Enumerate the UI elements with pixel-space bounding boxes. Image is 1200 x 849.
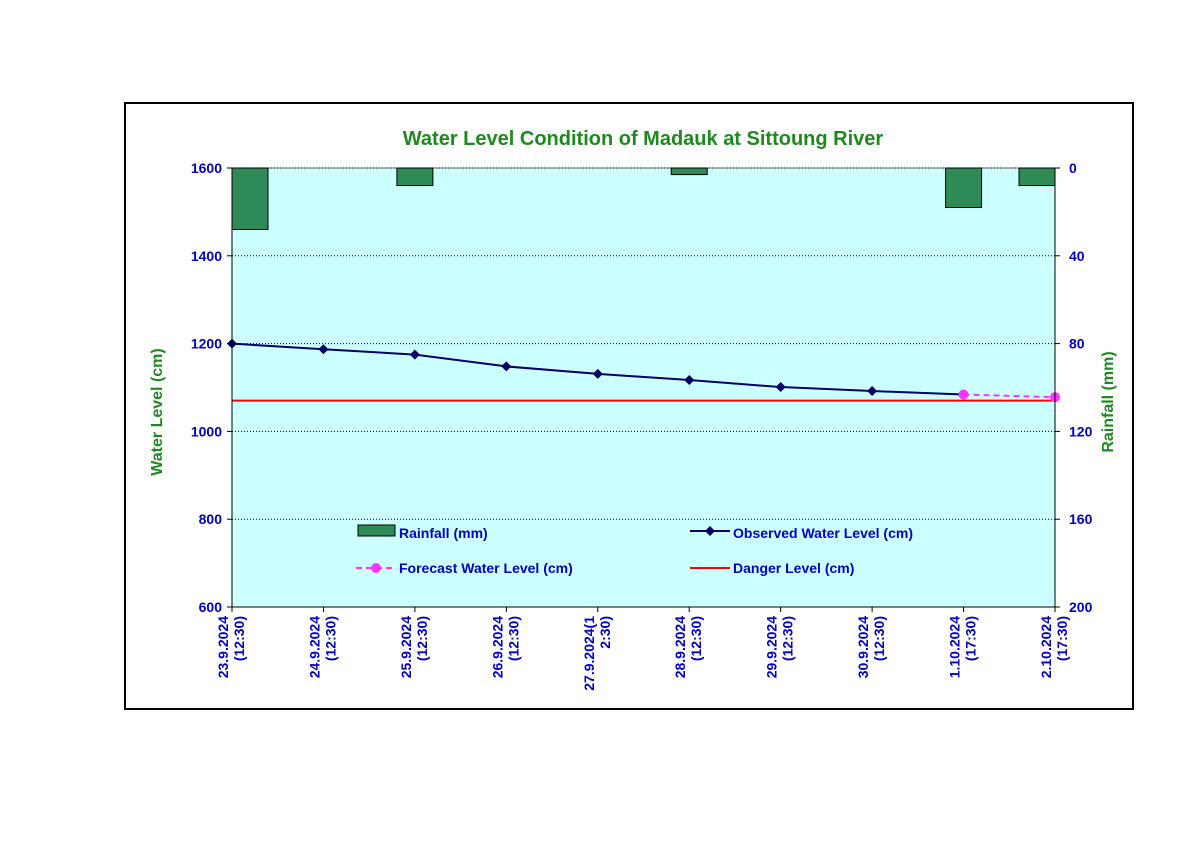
x-tick-label-line1: 28.9.2024 xyxy=(672,616,688,678)
legend-forecast-marker xyxy=(371,563,381,573)
y-tick-label: 800 xyxy=(199,511,223,527)
x-tick-label-line1: 2.10.2024 xyxy=(1038,616,1054,678)
y2-tick-label: 40 xyxy=(1069,248,1085,264)
x-tick-label: 23.9.2024 (12:30) xyxy=(215,616,247,678)
x-tick-label-line1: 29.9.2024 xyxy=(764,616,780,678)
observed-point xyxy=(501,361,512,372)
y-axis-label: Water Level (cm) xyxy=(149,348,166,475)
y2-tick-label: 80 xyxy=(1069,336,1085,352)
x-tick-label-line1: 30.9.2024 xyxy=(855,616,871,678)
x-tick-label-line1: 1.10.2024 xyxy=(947,616,963,678)
x-axis-ticks: 23.9.2024 (12:30) 24.9.2024 (12:30) 25.9.202… xyxy=(215,607,1070,691)
legend-forecast-label: Forecast Water Level (cm) xyxy=(399,560,573,576)
x-tick-label-line2: (12:30) xyxy=(414,616,430,661)
x-tick-label: 28.9.2024 (12:30) xyxy=(672,616,704,678)
gridlines xyxy=(232,167,1055,520)
legend: Rainfall (mm) Observed Water Level (cm) … xyxy=(356,524,913,576)
y2-tick-label: 200 xyxy=(1069,599,1093,615)
y2-tick-label: 120 xyxy=(1069,423,1093,439)
x-tick-label-line2: (12:30) xyxy=(688,616,704,661)
observed-point xyxy=(409,349,420,360)
y2-axis-label: Rainfall (mm) xyxy=(1100,351,1117,452)
y-tick-label: 1400 xyxy=(191,248,222,264)
y-tick-label: 600 xyxy=(199,599,223,615)
legend-observed-label: Observed Water Level (cm) xyxy=(733,525,913,541)
observed-point xyxy=(775,382,786,393)
legend-observed-marker xyxy=(705,526,715,536)
legend-rainfall-label: Rainfall (mm) xyxy=(399,525,488,541)
chart-title: Water Level Condition of Madauk at Sitto… xyxy=(403,128,884,150)
x-tick-label-line2: (12:30) xyxy=(780,616,796,661)
x-tick-label: 24.9.2024 (12:30) xyxy=(306,616,338,678)
rainfall-bars xyxy=(231,167,1056,230)
x-tick-label: 25.9.2024 (12:30) xyxy=(398,616,430,678)
left-axis-ticks: 600 800 1000 1200 1400 1600 xyxy=(191,160,232,615)
plot-area xyxy=(231,167,1056,608)
x-tick-label: 30.9.2024 (12:30) xyxy=(855,616,887,678)
x-tick-label-line1: 27.9.2024(1 xyxy=(581,616,597,691)
right-axis-ticks: 0 40 80 120 160 200 xyxy=(1055,160,1093,615)
x-tick-label: 26.9.2024 (12:30) xyxy=(489,616,521,678)
forecast-point xyxy=(958,389,969,400)
y-tick-label: 1000 xyxy=(191,423,222,439)
observed-point xyxy=(318,344,329,355)
observed-point xyxy=(592,368,603,379)
x-tick-label-line2: (17:30) xyxy=(1054,616,1070,661)
legend-rainfall-swatch xyxy=(357,524,396,537)
observed-point xyxy=(684,375,695,386)
x-tick-label: 29.9.2024 (12:30) xyxy=(764,616,796,678)
x-tick-label: 1.10.2024 (17:30) xyxy=(947,616,979,678)
legend-danger-label: Danger Level (cm) xyxy=(733,560,854,576)
x-tick-label-line2: (12:30) xyxy=(871,616,887,661)
x-tick-label-line2: 2:30) xyxy=(597,616,613,649)
rainfall-bar xyxy=(670,167,708,176)
y-tick-label: 1200 xyxy=(191,336,222,352)
x-tick-label-line1: 23.9.2024 xyxy=(215,616,231,678)
x-tick-label-line2: (12:30) xyxy=(231,616,247,661)
rainfall-bar xyxy=(396,167,434,187)
x-tick-label: 2.10.2024 (17:30) xyxy=(1038,616,1070,678)
rainfall-bar xyxy=(945,167,983,209)
axes xyxy=(231,168,1056,608)
y-tick-label: 1600 xyxy=(191,160,222,176)
x-tick-label-line2: (17:30) xyxy=(963,616,979,661)
observed-point xyxy=(867,386,878,397)
forecast-line xyxy=(963,393,1056,399)
x-tick-label-line1: 24.9.2024 xyxy=(306,616,322,678)
x-tick-label-line2: (12:30) xyxy=(505,616,521,661)
y2-tick-label: 160 xyxy=(1069,511,1093,527)
y2-tick-label: 0 xyxy=(1069,160,1077,176)
x-tick-label: 27.9.2024(1 2:30) xyxy=(581,616,613,691)
x-tick-label-line1: 26.9.2024 xyxy=(489,616,505,678)
x-tick-label-line1: 25.9.2024 xyxy=(398,616,414,678)
rainfall-bar xyxy=(231,167,269,230)
rainfall-bar xyxy=(1018,167,1056,187)
x-tick-label-line2: (12:30) xyxy=(322,616,338,661)
